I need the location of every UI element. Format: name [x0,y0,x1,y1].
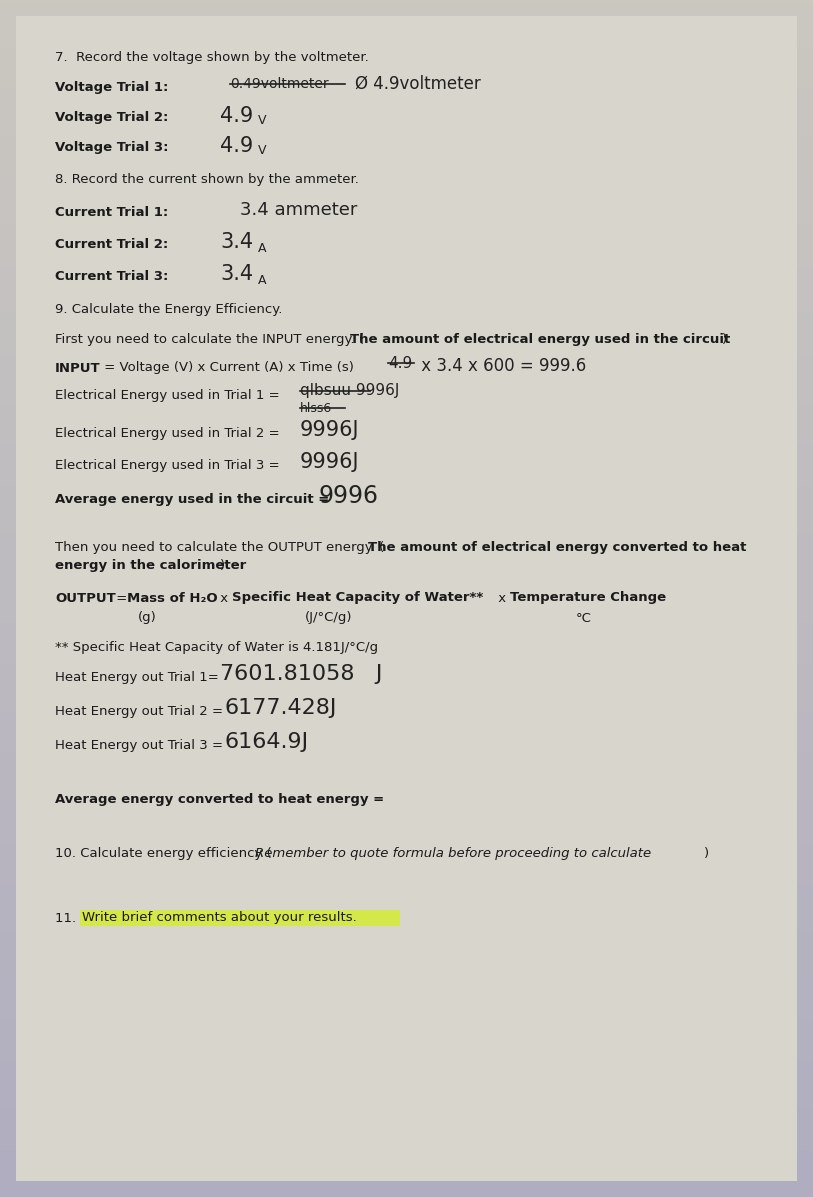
Text: V: V [258,145,267,158]
Text: 3.4: 3.4 [220,232,253,253]
Text: Electrical Energy used in Trial 1 =: Electrical Energy used in Trial 1 = [55,389,284,402]
Text: 6177.428J: 6177.428J [225,698,337,718]
Text: Current Trial 2:: Current Trial 2: [55,238,168,251]
Text: 9996: 9996 [318,484,378,508]
Text: ): ) [220,559,225,572]
Text: (g): (g) [138,612,157,625]
Text: 4.9: 4.9 [388,356,412,371]
Text: OUTPUT: OUTPUT [55,591,115,604]
Text: 9996J: 9996J [300,452,359,472]
Text: Current Trial 1:: Current Trial 1: [55,207,168,219]
Text: qlbsuu 9996J: qlbsuu 9996J [300,383,399,399]
Text: ** Specific Heat Capacity of Water is 4.181J/°C/g: ** Specific Heat Capacity of Water is 4.… [55,642,378,655]
Text: Voltage Trial 3:: Voltage Trial 3: [55,141,168,154]
Text: Then you need to calculate the OUTPUT energy. (: Then you need to calculate the OUTPUT en… [55,541,385,554]
Text: hlss6: hlss6 [300,401,333,414]
Text: V: V [258,115,267,128]
Text: Remember to quote formula before proceeding to calculate: Remember to quote formula before proceed… [255,847,651,861]
Text: Temperature Change: Temperature Change [510,591,666,604]
Text: Voltage Trial 1:: Voltage Trial 1: [55,81,168,95]
Text: x: x [216,591,233,604]
Text: Average energy used in the circuit =: Average energy used in the circuit = [55,493,334,506]
Text: energy in the calorimeter: energy in the calorimeter [55,559,246,572]
Text: 4.9: 4.9 [220,107,254,126]
Text: The amount of electrical energy converted to heat: The amount of electrical energy converte… [368,541,746,554]
Text: Specific Heat Capacity of Water**: Specific Heat Capacity of Water** [232,591,483,604]
Text: 0.49voltmeter: 0.49voltmeter [230,77,328,91]
Text: Ø 4.9voltmeter: Ø 4.9voltmeter [355,75,480,93]
Text: Heat Energy out Trial 1=: Heat Energy out Trial 1= [55,672,223,685]
Text: °C: °C [576,612,592,625]
Text: ): ) [704,847,709,861]
Text: 10. Calculate energy efficiency (: 10. Calculate energy efficiency ( [55,847,272,861]
Text: 4.9: 4.9 [220,136,254,156]
Text: Electrical Energy used in Trial 2 =: Electrical Energy used in Trial 2 = [55,427,284,440]
Text: (J/°C/g): (J/°C/g) [305,612,353,625]
Text: =: = [112,591,132,604]
Text: First you need to calculate the INPUT energy. (: First you need to calculate the INPUT en… [55,334,364,346]
Text: ): ) [722,334,727,346]
Text: 3.4 ammeter: 3.4 ammeter [240,201,358,219]
Text: Current Trial 3:: Current Trial 3: [55,271,168,284]
Text: 6164.9J: 6164.9J [225,733,309,752]
Text: 7601.81058   J: 7601.81058 J [220,664,382,683]
Text: Heat Energy out Trial 2 =: Heat Energy out Trial 2 = [55,705,228,718]
FancyBboxPatch shape [16,16,797,1181]
Text: 7.  Record the voltage shown by the voltmeter.: 7. Record the voltage shown by the voltm… [55,51,369,65]
Text: The amount of electrical energy used in the circuit: The amount of electrical energy used in … [350,334,730,346]
Text: INPUT: INPUT [55,361,101,375]
Text: 9. Calculate the Energy Efficiency.: 9. Calculate the Energy Efficiency. [55,304,282,316]
Text: Write brief comments about your results.: Write brief comments about your results. [82,911,357,924]
Text: Electrical Energy used in Trial 3 =: Electrical Energy used in Trial 3 = [55,460,284,473]
Text: 8. Record the current shown by the ammeter.: 8. Record the current shown by the ammet… [55,174,359,187]
Text: 9996J: 9996J [300,420,359,440]
Text: Heat Energy out Trial 3 =: Heat Energy out Trial 3 = [55,740,228,753]
Text: x 3.4 x 600 = 999.6: x 3.4 x 600 = 999.6 [416,357,586,375]
Text: A: A [258,273,267,286]
Text: Average energy converted to heat energy =: Average energy converted to heat energy … [55,794,384,807]
Text: = Voltage (V) x Current (A) x Time (s): = Voltage (V) x Current (A) x Time (s) [100,361,354,375]
Text: 11.: 11. [55,911,80,924]
Text: x: x [494,591,511,604]
Text: Voltage Trial 2:: Voltage Trial 2: [55,111,168,124]
Text: Mass of H₂O: Mass of H₂O [127,591,218,604]
Text: A: A [258,242,267,255]
Text: 3.4: 3.4 [220,265,253,284]
FancyBboxPatch shape [80,910,400,926]
